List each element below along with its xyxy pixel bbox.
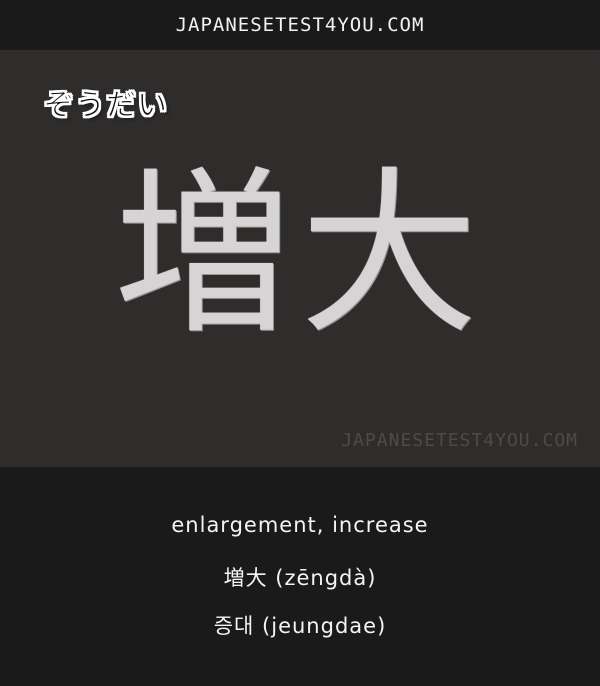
vocab-card: ぞうだい 増大 JAPANESETEST4YOU.COM xyxy=(0,50,600,467)
site-header: JAPANESETEST4YOU.COM xyxy=(0,0,600,50)
english-meaning: enlargement, increase xyxy=(171,513,429,537)
site-name[interactable]: JAPANESETEST4YOU.COM xyxy=(175,14,425,36)
chinese-meaning: 増大 (zēngdà) xyxy=(223,566,377,590)
korean-meaning: 증대 (jeungdae) xyxy=(213,614,387,638)
kanji-word: 増大 xyxy=(114,151,486,358)
translations: enlargement, increase 増大 (zēngdà) 증대 (je… xyxy=(0,467,600,686)
hiragana-reading: ぞうだい xyxy=(44,88,168,124)
watermark-text: JAPANESETEST4YOU.COM xyxy=(341,430,578,451)
